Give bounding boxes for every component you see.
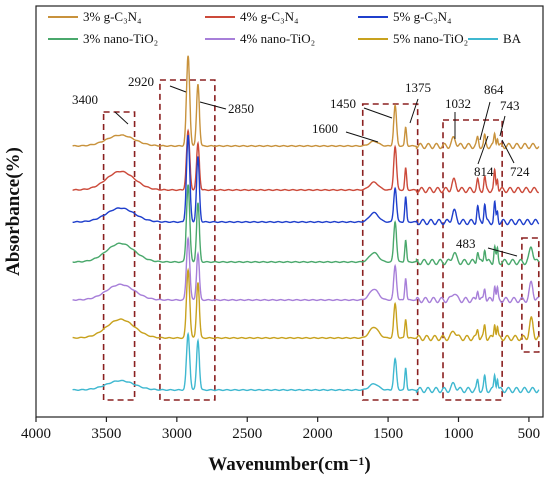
series-line [72, 267, 540, 342]
series-line [72, 331, 540, 394]
x-tick-label: 3500 [91, 426, 121, 442]
annotation-label: 1450 [330, 96, 356, 111]
highlight-region [361, 103, 419, 401]
legend-label: 3% g-C₃N₄ [83, 9, 142, 24]
annotation-label: 1375 [405, 80, 431, 95]
annotation-arrow [114, 111, 129, 125]
annotation-label: 1032 [445, 96, 471, 111]
highlight-region [102, 111, 136, 401]
annotation-arrow [169, 85, 187, 93]
annotation-arrow [499, 115, 506, 137]
legend-label: 4% g-C₃N₄ [240, 9, 299, 24]
series-line [72, 128, 540, 194]
annotation-arrow [501, 139, 515, 164]
annotation-label: 2850 [228, 101, 254, 116]
highlight-region [159, 79, 216, 401]
highlight-region [521, 237, 540, 353]
y-axis-title: Absorbance(%) [3, 147, 24, 276]
annotation-arrow [479, 101, 491, 141]
x-tick-label: 2500 [232, 426, 262, 442]
annotation-arrow [363, 107, 393, 119]
legend-label: 4% nano-TiO₂ [240, 31, 315, 46]
annotation-label: 743 [500, 98, 520, 113]
annotation-arrow [409, 98, 419, 124]
annotation-arrow [199, 101, 227, 110]
annotation-arrow [487, 247, 518, 257]
series-line [72, 134, 540, 226]
series-line [72, 236, 540, 304]
spectra-curves [72, 55, 540, 394]
annotation-label: 814 [474, 164, 494, 179]
annotation-label: 864 [484, 82, 504, 97]
legend: 3% g-C₃N₄ 4% g-C₃N₄ 5% g-C₃N₄ 3% nano-TiO₂ 4… [48, 9, 522, 46]
annotation-label: 3400 [72, 92, 98, 107]
annotation-arrow [477, 135, 489, 165]
series-line [72, 184, 540, 266]
annotation-arrow [345, 131, 379, 143]
x-tick-label: 1000 [444, 426, 474, 442]
x-axis-title: Wavenumber(cm⁻¹) [208, 454, 370, 475]
x-axis-ticks: 4000 3500 3000 2500 2000 1500 1000 500 [21, 417, 540, 442]
x-tick-label: 4000 [21, 426, 51, 442]
annotation-label: 483 [456, 236, 476, 251]
legend-label: 5% g-C₃N₄ [393, 9, 452, 24]
annotation-label: 2920 [128, 74, 154, 89]
x-tick-label: 2000 [303, 426, 333, 442]
annotation-label: 1600 [312, 121, 338, 136]
annotation-label: 724 [510, 164, 530, 179]
legend-label: BA [503, 31, 522, 46]
legend-label: 5% nano-TiO₂ [393, 31, 468, 46]
x-tick-label: 3000 [162, 426, 192, 442]
highlight-regions [102, 79, 540, 401]
x-tick-label: 500 [518, 426, 541, 442]
plot-frame [35, 5, 544, 418]
series-line [72, 55, 540, 150]
x-tick-label: 1500 [373, 426, 403, 442]
legend-label: 3% nano-TiO₂ [83, 31, 158, 46]
peak-annotations: 3400 2920 2850 1600 1450 1375 1032 864 814 743 724… [72, 74, 530, 257]
